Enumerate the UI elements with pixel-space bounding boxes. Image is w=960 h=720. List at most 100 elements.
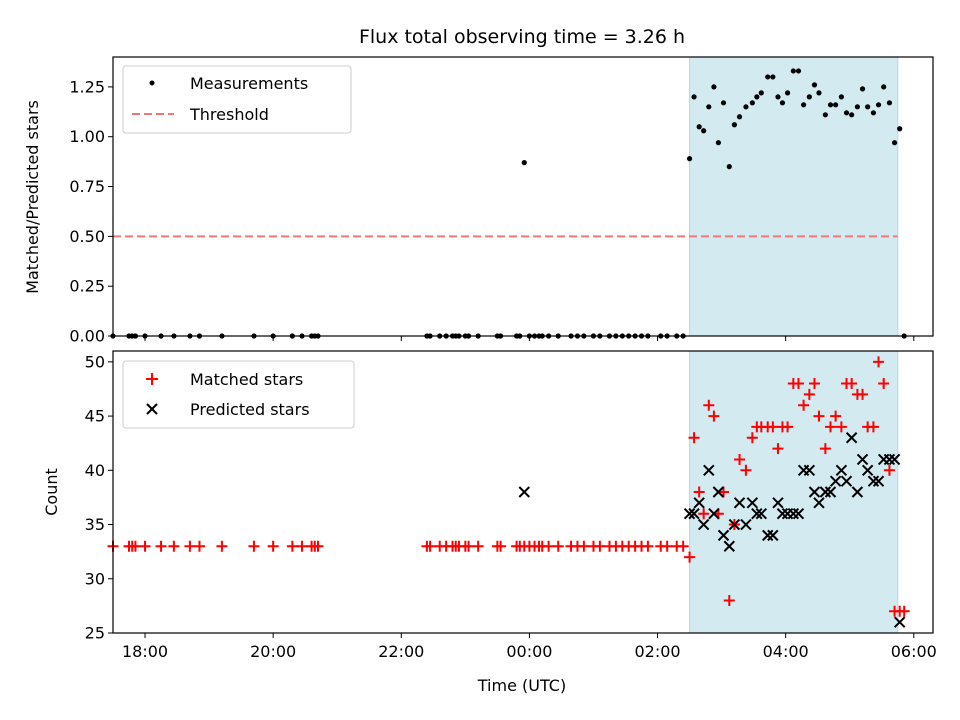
measurement-point bbox=[806, 94, 812, 100]
y-tick-label: 50 bbox=[85, 352, 105, 371]
matched-star-point bbox=[543, 540, 555, 552]
predicted-star-point bbox=[803, 464, 816, 477]
matched-star-point bbox=[684, 551, 696, 563]
bottom-x-ticks: 18:00 20:00 22:00 00:00 02:00 04:00 06:00 bbox=[122, 633, 937, 661]
measurement-point bbox=[770, 74, 776, 80]
y-tick-label: 40 bbox=[85, 461, 105, 480]
matched-star-point bbox=[155, 540, 167, 552]
matched-star-point bbox=[216, 540, 228, 552]
predicted-star-point bbox=[733, 497, 746, 509]
legend-label-threshold: Threshold bbox=[189, 105, 269, 124]
chart-title: Flux total observing time = 3.26 h bbox=[359, 26, 685, 48]
predicted-star-point bbox=[776, 507, 789, 520]
measurement-point bbox=[765, 74, 771, 80]
x-tick-label: 18:00 bbox=[122, 642, 168, 661]
measurement-point bbox=[843, 110, 850, 116]
measurement-point bbox=[731, 122, 738, 128]
matched-star-point bbox=[463, 540, 475, 552]
measurement-point bbox=[870, 110, 877, 116]
measurement-point bbox=[790, 68, 796, 74]
bottom-y-axis-label: Count bbox=[42, 468, 61, 516]
measurement-point bbox=[706, 104, 712, 110]
predicted-star-point bbox=[819, 486, 832, 498]
x-tick-label: 06:00 bbox=[891, 642, 937, 661]
matched-star-point bbox=[819, 443, 831, 455]
matched-star-point bbox=[723, 594, 735, 606]
predicted-star-point bbox=[787, 507, 800, 520]
x-tick-label: 20:00 bbox=[250, 642, 296, 661]
y-tick-label: 30 bbox=[85, 569, 105, 588]
matched-star-point bbox=[803, 388, 815, 400]
measurement-point bbox=[816, 90, 822, 96]
measurement-point bbox=[897, 126, 903, 132]
measurement-point bbox=[701, 128, 707, 134]
matched-star-point bbox=[767, 421, 779, 433]
matched-star-point bbox=[878, 378, 890, 390]
predicted-star-point bbox=[755, 507, 768, 520]
matched-star-point bbox=[718, 486, 730, 498]
matched-star-point bbox=[846, 378, 858, 390]
predicted-star-point bbox=[688, 507, 700, 520]
measurement-point bbox=[875, 102, 882, 108]
predicted-star-point bbox=[813, 497, 825, 509]
matched-star-point bbox=[708, 410, 720, 422]
matched-star-point bbox=[168, 540, 180, 552]
bottom-y-ticks: 25 30 35 40 45 50 bbox=[85, 352, 113, 643]
matched-star-point bbox=[792, 378, 804, 390]
predicted-star-point bbox=[883, 453, 896, 466]
matched-star-point bbox=[296, 540, 308, 552]
measurement-point bbox=[726, 164, 732, 170]
measurement-point bbox=[758, 90, 764, 96]
matched-star-point bbox=[495, 540, 507, 552]
matched-star-point bbox=[193, 540, 205, 552]
measurement-point bbox=[859, 86, 866, 92]
predicted-star-point bbox=[751, 507, 763, 520]
predicted-star-point bbox=[861, 464, 874, 477]
predicted-star-point bbox=[824, 486, 837, 498]
y-tick-label: 0.25 bbox=[69, 277, 105, 296]
measurement-point bbox=[827, 102, 834, 108]
matched-star-point bbox=[286, 540, 298, 552]
legend-label-predicted-stars: Predicted stars bbox=[190, 400, 310, 419]
bottom-legend-box bbox=[122, 360, 355, 429]
measurement-point bbox=[886, 100, 893, 106]
predicted-star-point bbox=[746, 497, 759, 509]
predicted-star-point bbox=[712, 486, 725, 498]
top-highlight-span bbox=[689, 56, 899, 337]
predicted-star-point bbox=[893, 616, 906, 628]
y-tick-label: 0.00 bbox=[69, 327, 105, 346]
y-tick-label: 1.00 bbox=[69, 127, 105, 146]
measurement-point bbox=[811, 82, 818, 88]
measurement-point bbox=[800, 102, 807, 108]
measurement-point bbox=[838, 94, 844, 100]
legend-dot-marker bbox=[149, 80, 155, 86]
y-tick-label: 1.25 bbox=[69, 77, 105, 96]
measurement-point bbox=[822, 112, 828, 118]
predicted-star-point bbox=[762, 529, 774, 542]
x-tick-label: 00:00 bbox=[506, 642, 552, 661]
measurement-point bbox=[784, 90, 791, 96]
bottom-panel: 25 30 35 40 45 50 18:00 20:00 22:00 00:00 02:00 04… bbox=[42, 350, 937, 695]
predicted-star-point bbox=[851, 486, 864, 498]
matched-star-point bbox=[808, 378, 820, 390]
matched-star-point bbox=[552, 540, 564, 552]
measurement-point bbox=[743, 104, 749, 110]
x-tick-label: 04:00 bbox=[763, 642, 809, 661]
legend-x-marker bbox=[146, 403, 158, 415]
matched-star-point bbox=[782, 421, 794, 433]
predicted-star-point bbox=[740, 518, 752, 531]
predicted-star-point bbox=[792, 507, 805, 520]
predicted-star-point bbox=[693, 497, 705, 509]
matched-star-point bbox=[424, 540, 436, 552]
matched-star-point bbox=[642, 540, 654, 552]
matched-star-point bbox=[677, 540, 689, 552]
predicted-star-point bbox=[808, 486, 821, 498]
bottom-legend: Matched stars Predicted stars bbox=[122, 360, 355, 429]
top-legend: Measurements Threshold bbox=[122, 65, 352, 134]
x-tick-label: 22:00 bbox=[378, 642, 424, 661]
predicted-star-point bbox=[835, 464, 848, 477]
predicted-star-point bbox=[708, 507, 720, 520]
y-tick-label: 25 bbox=[85, 624, 105, 643]
matched-star-point bbox=[688, 432, 700, 444]
